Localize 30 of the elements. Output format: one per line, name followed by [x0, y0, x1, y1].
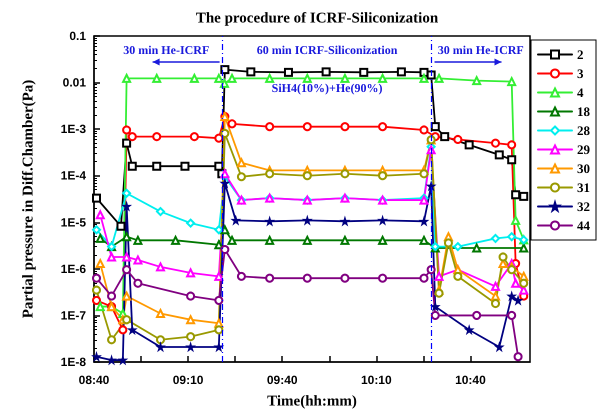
annotation: 30 min He-ICRF — [438, 43, 524, 57]
legend-label: 18 — [577, 104, 590, 119]
y-tick-label: 1E-3 — [60, 122, 86, 136]
x-tick-label: 10:40 — [455, 373, 486, 387]
legend-label: 4 — [577, 85, 584, 100]
y-tick-label: 0.01 — [62, 76, 86, 90]
legend-label: 3 — [577, 66, 584, 81]
y-tick-label: 1E-4 — [60, 168, 86, 183]
legend-label: 44 — [577, 218, 590, 233]
legend-label: 30 — [577, 161, 590, 176]
annotation: 30 min He-ICRF — [123, 43, 210, 57]
annotation: SiH4(10%)+He(90%) — [272, 81, 382, 95]
legend-label: 32 — [577, 199, 590, 214]
legend-label: 29 — [577, 142, 590, 157]
y-tick-label: 1E-7 — [60, 308, 86, 322]
legend-label: 28 — [577, 123, 590, 138]
legend-label: 2 — [577, 47, 584, 62]
x-tick-label: 09:10 — [172, 373, 204, 387]
y-axis-title: Partial pressure in Diff.Chamber(Pa) — [20, 80, 36, 318]
x-tick-label: 09:40 — [266, 373, 298, 387]
y-tick-label: 1E-5 — [60, 215, 86, 230]
y-tick-label: 1E-8 — [60, 355, 86, 369]
x-axis-title: Time(hh:mm) — [267, 394, 357, 410]
legend-label: 31 — [577, 180, 590, 195]
x-tick-label: 08:40 — [78, 373, 110, 387]
y-tick-label: 0.1 — [69, 29, 86, 43]
chart-title: The procedure of ICRF-Siliconization — [196, 10, 439, 26]
y-tick-label: 1E-6 — [60, 262, 86, 276]
x-tick-label: 10:10 — [360, 373, 392, 387]
annotation: 60 min ICRF-Siliconization — [256, 43, 398, 57]
